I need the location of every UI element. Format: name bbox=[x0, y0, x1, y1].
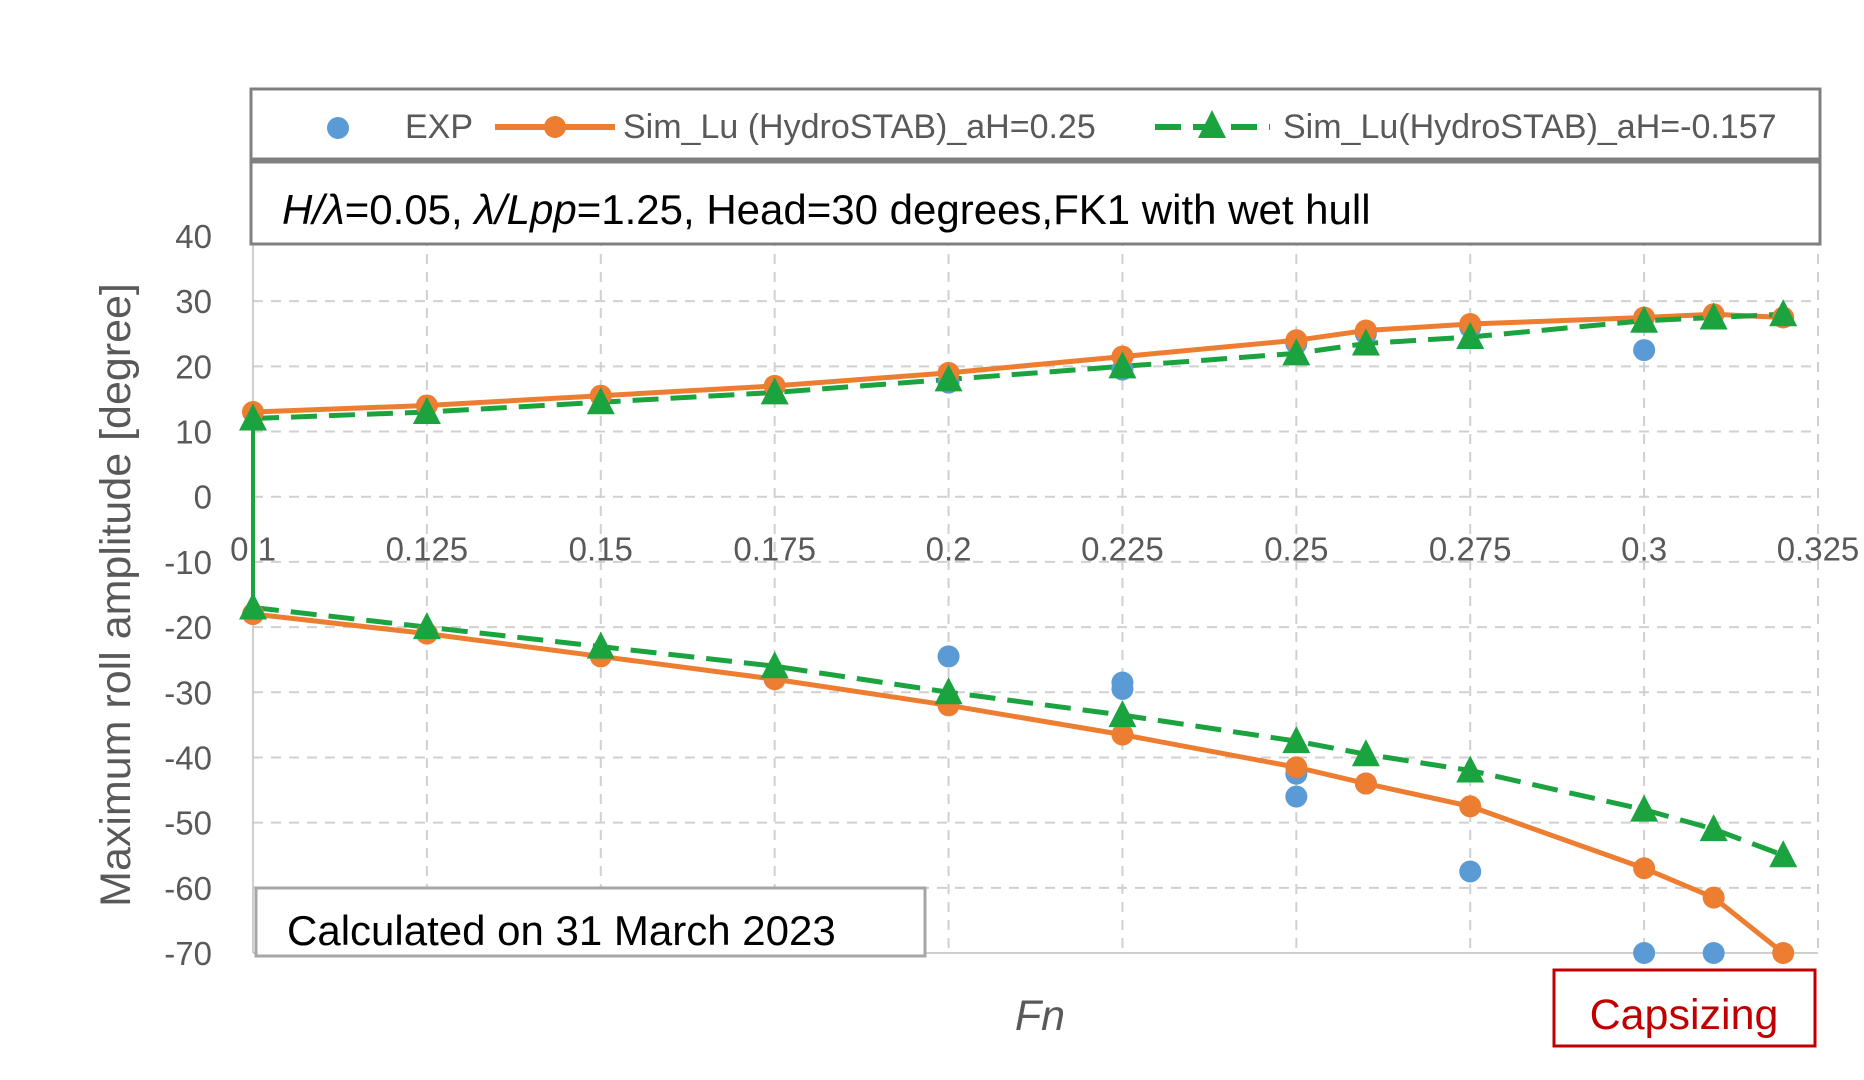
y-tick-label: 0 bbox=[194, 479, 212, 516]
x-axis-title: Fn bbox=[1015, 992, 1065, 1040]
y-tick-labels: 40 30 20 10 0 -10 -20 -30 -40 -50 -60 -70 bbox=[164, 218, 212, 972]
sim-b-point bbox=[1769, 299, 1798, 327]
condition-box-frame bbox=[249, 160, 1822, 246]
note-box-frame bbox=[254, 886, 927, 958]
condition-slash2: / bbox=[492, 186, 511, 233]
x-tick-label: 0.15 bbox=[569, 531, 633, 568]
sim-b-point bbox=[760, 377, 789, 405]
capsizing-box-frame bbox=[1552, 968, 1817, 1048]
y-tick-label: -40 bbox=[164, 739, 212, 776]
condition-rest: =1.25, Head=30 degrees,FK1 with wet hull bbox=[577, 186, 1371, 233]
sim-b-point bbox=[586, 631, 615, 659]
condition-lambda2: λ bbox=[472, 186, 495, 233]
sim-a-upper-line bbox=[252, 311, 1784, 415]
sim-b-upper-line bbox=[252, 311, 1784, 422]
x-tick-label: 0.2 bbox=[926, 531, 972, 568]
series bbox=[239, 299, 1798, 964]
y-tick-label: -30 bbox=[164, 674, 212, 711]
exp-point bbox=[1702, 942, 1725, 964]
sim-a-point bbox=[1354, 772, 1377, 795]
y-tick-label: -50 bbox=[164, 805, 212, 842]
sim-b-point bbox=[1699, 302, 1728, 330]
exp-point bbox=[1111, 678, 1134, 701]
y-tick-label: -60 bbox=[164, 870, 212, 907]
legend-sim-b-marker bbox=[1198, 110, 1226, 138]
sim-b-point bbox=[1282, 726, 1311, 754]
y-tick-label: 10 bbox=[175, 414, 212, 451]
x-tick-label: 0.225 bbox=[1081, 531, 1164, 568]
condition-val1: =0.05, bbox=[345, 186, 475, 233]
condition-box: H/λ=0.05, λ/Lpp=1.25, Head=30 degrees,FK… bbox=[249, 160, 1822, 246]
sim-a-point bbox=[1702, 886, 1725, 909]
x-tick-label: 0.325 bbox=[1777, 531, 1860, 568]
exp-point bbox=[937, 645, 960, 668]
legend-sim-b-label: Sim_Lu(HydroSTAB)_aH=-0.157 bbox=[1283, 108, 1777, 146]
sim-b-point bbox=[412, 612, 441, 640]
legend-sim-a-label: Sim_Lu (HydroSTAB)_aH=0.25 bbox=[623, 108, 1096, 146]
x-tick-label: 0.125 bbox=[386, 531, 469, 568]
note-box: Calculated on 31 March 2023 bbox=[254, 886, 927, 958]
legend: EXP Sim_Lu (HydroSTAB)_aH=0.25 Sim_Lu(Hy… bbox=[249, 87, 1822, 161]
y-tick-label: 40 bbox=[175, 218, 212, 255]
sim-b-point bbox=[239, 592, 267, 620]
condition-h: H bbox=[282, 186, 313, 233]
exp-point bbox=[1285, 785, 1308, 808]
condition-text: H/λ=0.05, λ/Lpp=1.25, Head=30 degrees,FK… bbox=[282, 186, 1371, 233]
note-text: Calculated on 31 March 2023 bbox=[287, 907, 836, 954]
sim-b-point bbox=[934, 364, 963, 392]
sim-b-point bbox=[1108, 351, 1137, 379]
y-tick-label: 20 bbox=[175, 348, 212, 385]
y-tick-label: -20 bbox=[164, 609, 212, 646]
sim-b-point bbox=[760, 651, 789, 679]
sim-a-point bbox=[1285, 756, 1308, 779]
sim-b-point bbox=[1456, 755, 1485, 783]
sim-b-lower-line bbox=[252, 605, 1785, 858]
y-tick-label: -70 bbox=[164, 935, 212, 972]
sim-b-point bbox=[1769, 840, 1798, 868]
sim-b-point bbox=[934, 677, 963, 705]
y-axis-title: Maximum roll amplitude [degree] bbox=[92, 283, 140, 907]
exp-point bbox=[1633, 339, 1656, 362]
condition-lpp: Lpp bbox=[507, 186, 577, 233]
x-tick-label: 0.25 bbox=[1264, 531, 1328, 568]
legend-exp-label: EXP bbox=[405, 108, 473, 146]
legend-exp-marker bbox=[327, 117, 349, 139]
x-tick-label: 0.3 bbox=[1621, 531, 1667, 568]
exp-point bbox=[1633, 942, 1656, 964]
sim-b-point bbox=[1351, 328, 1380, 356]
x-tick-label: 0.175 bbox=[733, 531, 816, 568]
x-tick-label: 0.275 bbox=[1429, 531, 1512, 568]
sim-b-point bbox=[1282, 338, 1311, 366]
sim-b-point bbox=[1699, 814, 1728, 842]
condition-lambda1: λ bbox=[322, 186, 345, 233]
sim-b-point bbox=[412, 396, 441, 424]
sim-b-point bbox=[1630, 794, 1659, 822]
capsizing-box: Capsizing bbox=[1552, 968, 1817, 1048]
sim-a-point bbox=[1772, 942, 1795, 964]
sim-a-point bbox=[1633, 857, 1656, 880]
sim-b-point bbox=[1108, 700, 1137, 728]
sim-b-point bbox=[586, 387, 615, 415]
legend-sim-a-marker bbox=[544, 116, 566, 138]
condition-slash1: / bbox=[309, 186, 328, 233]
sim-b-point bbox=[239, 403, 267, 431]
sim-b-point bbox=[1630, 305, 1659, 333]
sim-b-point bbox=[1351, 739, 1380, 767]
sim-a-lower-line bbox=[252, 611, 1785, 955]
capsizing-label: Capsizing bbox=[1590, 991, 1779, 1039]
exp-point bbox=[1459, 860, 1482, 883]
y-tick-label: 30 bbox=[175, 283, 212, 320]
sim-a-point bbox=[1459, 795, 1482, 818]
sim-b-point bbox=[1456, 322, 1485, 350]
y-tick-label: -10 bbox=[164, 544, 212, 581]
sim-a-point bbox=[1111, 723, 1134, 746]
